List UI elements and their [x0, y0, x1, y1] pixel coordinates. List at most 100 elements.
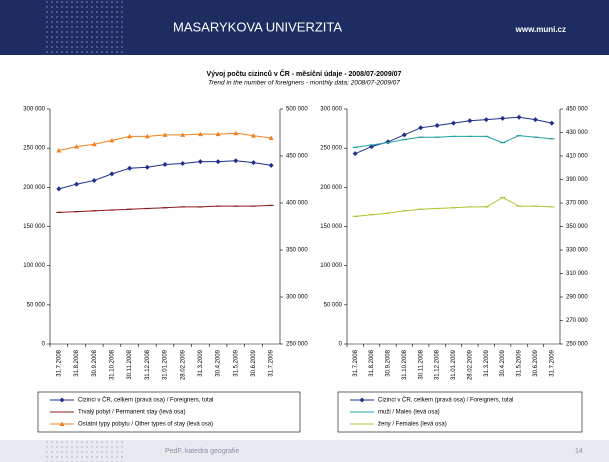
legend-label: Ostatní typy pobytu / Other types of sta…: [78, 422, 213, 428]
data-point: [268, 162, 274, 168]
data-point: [109, 171, 115, 177]
footer-bar: [0, 440, 609, 462]
data-point: [250, 160, 256, 166]
data-point: [162, 161, 168, 167]
y2-tick-label: 330 000: [566, 248, 588, 254]
url: www.muni.cz: [515, 25, 566, 34]
data-point: [144, 164, 150, 170]
data-point: [215, 159, 221, 165]
x-tick-label: 30.9.2008: [386, 349, 392, 376]
y-tick-label: 250 000: [320, 146, 342, 152]
data-point: [127, 165, 133, 171]
y2-tick-label: 290 000: [566, 295, 588, 301]
y2-tick-label: 450 000: [566, 107, 588, 113]
y-tick-label: 150 000: [320, 224, 342, 230]
y2-tick-label: 450 000: [286, 154, 308, 160]
y-tick-label: 200 000: [23, 185, 45, 191]
data-point: [418, 125, 424, 131]
data-point: [532, 117, 538, 123]
footer-text: PedF, katedra geografie: [165, 448, 239, 455]
data-point: [162, 132, 168, 137]
y2-tick-label: 270 000: [566, 318, 588, 324]
x-tick-label: 31.8.2008: [369, 349, 375, 376]
y-tick-label: 250 000: [23, 146, 45, 152]
x-tick-label: 31.01.2009: [163, 349, 169, 380]
y2-tick-label: 250 000: [566, 342, 588, 348]
x-tick-label: 31.3.2009: [198, 349, 204, 376]
y-tick-label: 150 000: [23, 224, 45, 230]
y2-tick-label: 350 000: [566, 224, 588, 230]
x-tick-label: 31.7.2009: [549, 349, 555, 376]
legend-box: [337, 391, 583, 433]
data-point: [451, 120, 456, 126]
legend-box: [37, 391, 301, 433]
legend-label: Trvalý pobyt / Permanent stay (levá osa): [78, 410, 186, 416]
x-tick-label: 30.11.2008: [127, 349, 133, 379]
footer-pattern: [45, 440, 125, 462]
data-point: [197, 131, 203, 137]
x-tick-label: 31.10.2008: [110, 349, 116, 380]
legend-label: Cizinci v ČR, celkem (pravá osa) / Forei…: [378, 397, 513, 404]
x-tick-label: 30.4.2009: [500, 349, 506, 376]
x-tick-label: 30.11.2008: [418, 349, 424, 379]
legend-marker: [359, 397, 365, 403]
legend-label: Cizinci v ČR, celkem (pravá osa) / Forei…: [78, 397, 213, 404]
x-tick-label: 31.12.2008: [435, 349, 441, 380]
y2-tick-label: 370 000: [566, 201, 588, 207]
y-tick-label: 50 000: [27, 302, 46, 308]
data-point: [180, 161, 186, 167]
y2-tick-label: 430 000: [566, 130, 588, 136]
y-tick-label: 300 000: [320, 107, 342, 113]
data-point: [91, 177, 97, 183]
data-point: [109, 137, 115, 143]
data-point: [483, 117, 489, 123]
data-point: [401, 132, 407, 138]
y-tick-label: 300 000: [23, 107, 45, 113]
y-tick-label: 100 000: [23, 263, 45, 269]
data-point: [74, 144, 80, 149]
data-point: [268, 135, 274, 140]
data-point: [197, 159, 203, 165]
y2-tick-label: 390 000: [566, 177, 588, 183]
university: MASARYKOVA UNIVERZITA: [173, 19, 342, 34]
page-number: 14: [575, 448, 583, 455]
x-tick-label: 30.4.2009: [216, 349, 222, 376]
data-point: [352, 151, 358, 157]
legend-label: muži / Males (levá osa): [378, 410, 440, 416]
y-tick-label: 0: [339, 342, 343, 348]
x-tick-label: 31.10.2008: [402, 349, 408, 380]
data-point: [549, 120, 555, 126]
data-point: [233, 130, 239, 136]
data-point: [233, 158, 239, 164]
x-tick-label: 31.7.2008: [353, 349, 359, 376]
data-point: [500, 115, 506, 121]
data-point: [144, 133, 150, 139]
data-point: [91, 141, 97, 147]
x-tick-label: 31.12.2008: [145, 349, 151, 380]
data-point: [56, 148, 62, 153]
data-point: [250, 133, 256, 138]
y2-tick-label: 350 000: [286, 248, 308, 254]
x-tick-label: 31.5.2009: [517, 349, 523, 376]
x-tick-label: 31.8.2008: [74, 349, 80, 376]
x-tick-label: 28.02.2009: [467, 349, 473, 380]
x-tick-label: 28.02.2009: [180, 349, 186, 380]
legend-marker: [59, 421, 65, 426]
data-point: [215, 131, 221, 137]
y-tick-label: 100 000: [320, 263, 342, 269]
data-point: [467, 118, 473, 124]
data-point: [180, 132, 186, 137]
y2-tick-label: 500 000: [286, 107, 308, 113]
x-tick-label: 31.5.2009: [233, 349, 239, 376]
x-tick-label: 30.6.2009: [251, 349, 257, 376]
x-tick-label: 31.3.2009: [484, 349, 490, 376]
header-pattern: [45, 0, 125, 55]
y-tick-label: 0: [42, 342, 46, 348]
x-tick-label: 30.6.2009: [533, 349, 539, 376]
data-point: [56, 186, 62, 192]
x-tick-label: 31.01.2009: [451, 349, 457, 380]
data-point: [516, 114, 522, 120]
x-tick-label: 31.7.2009: [269, 349, 275, 376]
